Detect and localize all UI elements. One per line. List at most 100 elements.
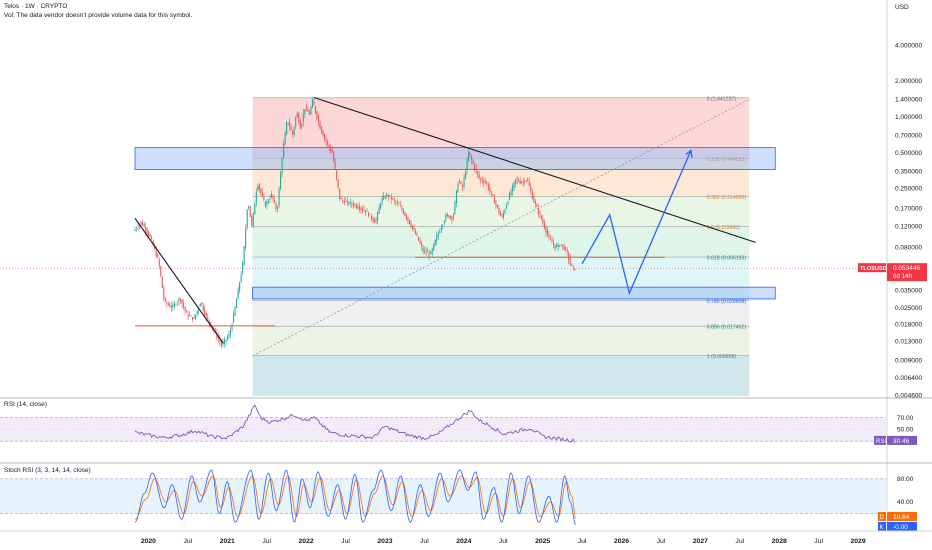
candle-body [513,181,515,188]
candle-body [275,204,277,210]
time-tick-label: 2028 [772,538,787,545]
candle-body [574,267,576,271]
time-tick-label: 2026 [614,538,629,545]
candle-body [386,194,388,197]
stoch-k-value-tag [887,522,917,531]
rsi-current-value: 30.46 [893,438,910,445]
candle-body [443,221,445,223]
candle-body [509,193,511,200]
candle-body [225,339,227,342]
candle-body [234,307,236,316]
candle-body [140,221,142,225]
candle-body [436,235,438,242]
candle-body [537,208,539,214]
candle-body [395,201,397,203]
candle-body [418,236,420,241]
candle-body [451,216,453,220]
candle-body [333,152,335,162]
candle-body [252,212,254,227]
candle-body [284,132,286,145]
rsi-current-label: RSI [876,439,886,445]
candle-body [568,253,570,260]
candle-body [378,207,380,214]
candle-body [278,188,280,206]
candle-body [566,249,568,252]
candle-body [263,197,265,200]
candle-body [474,164,476,170]
candle-body [486,182,488,184]
candle-body [496,204,498,208]
candle-body [527,179,529,181]
stoch-k-tag [878,522,886,531]
candle-body [340,197,342,200]
stoch-d-line [134,475,576,520]
price-tick-label: 0.350000 [895,168,922,175]
candle-body [569,258,571,264]
time-tick-label: Jul [183,538,192,545]
candle-body [393,199,395,201]
candle-body [546,230,548,235]
candle-body [387,195,389,197]
candle-body [148,232,150,236]
candle-body [384,197,386,199]
candle-body [455,190,457,204]
candle-body [452,214,454,218]
candle-body [468,151,470,162]
candle-body [484,181,486,183]
candle-body [352,203,354,206]
candle-body [367,212,370,217]
candle-body [565,247,567,249]
candle-body [211,325,213,329]
fib-level-label: 1 (0.009858) [707,354,737,360]
fib-level-label: 0.786 (0.028608) [707,299,747,305]
candle-body [169,304,171,307]
candle-body [560,244,562,246]
candle-body [448,215,450,218]
candle-body [331,149,333,153]
candle-body [319,121,321,129]
candle-body [377,212,379,220]
candle-body [314,106,316,113]
candle-body [251,216,253,226]
candle-body [186,310,188,313]
candle-body [298,114,300,123]
candle-body [264,201,266,207]
candle-body [428,252,430,256]
candle-body [269,198,271,200]
candle-body [536,204,538,207]
candle-body [437,233,439,237]
candle-body [190,315,192,317]
stoch-k-label: K [880,525,884,531]
candle-body [210,322,212,327]
candle-body [330,147,332,151]
candle-body [465,171,467,179]
candle-body [408,219,410,225]
candle-body [216,333,218,338]
candle-body [539,211,541,215]
candle-body [528,181,530,187]
candle-body [246,209,248,228]
candle-body [302,113,304,123]
candle-body [405,214,407,219]
candle-body [372,217,374,221]
candle-body [477,171,479,174]
candle-body [440,227,442,230]
last-price-tag [887,263,927,282]
candle-body [571,263,573,266]
candle-body [556,245,558,247]
candle-body [158,259,160,266]
candle-body [236,299,238,309]
support-zone [252,286,776,300]
candle-body [257,186,259,191]
candle-body [289,121,291,127]
candle-body [290,126,292,131]
candles [134,96,576,349]
candle-body [254,203,256,215]
fib-band [252,97,750,159]
candle-body [179,299,182,302]
candle-body [343,200,345,204]
candle-body [313,101,315,106]
fib-level-label: 0.886 (0.017402) [707,325,747,331]
candle-body [510,191,512,196]
